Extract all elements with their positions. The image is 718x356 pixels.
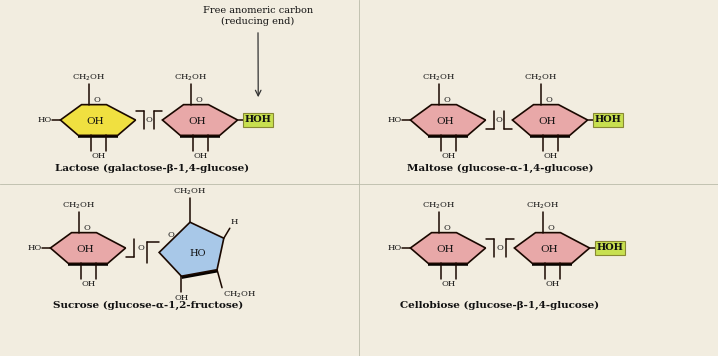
Polygon shape [411,105,485,135]
Text: O: O [495,116,503,124]
Text: O: O [444,224,450,232]
Polygon shape [159,222,224,276]
Text: OH: OH [538,117,556,126]
Text: Sucrose (glucose-α-1,2-fructose): Sucrose (glucose-α-1,2-fructose) [53,301,243,310]
Text: HO: HO [387,244,401,252]
Text: OH: OH [437,245,454,254]
Text: CH$_2$OH: CH$_2$OH [73,72,106,83]
Text: O: O [546,96,552,104]
Text: Maltose (glucose-α-1,4-glucose): Maltose (glucose-α-1,4-glucose) [407,164,593,173]
Text: CH$_2$OH: CH$_2$OH [173,187,207,198]
Text: Free anomeric carbon: Free anomeric carbon [203,6,313,15]
Text: Lactose (galactose-β-1,4-glucose): Lactose (galactose-β-1,4-glucose) [55,164,249,173]
Text: OH: OH [544,152,558,160]
Text: OH: OH [194,152,208,160]
Text: OH: OH [87,117,104,126]
Text: O: O [497,244,503,252]
Text: HOH: HOH [245,115,271,125]
Text: HO: HO [27,244,42,252]
Text: OH: OH [82,280,95,288]
Text: OH: OH [77,245,95,254]
Text: CH$_2$OH: CH$_2$OH [223,290,256,300]
Text: OH: OH [541,245,559,254]
Text: O: O [93,96,101,104]
Polygon shape [411,232,485,263]
Text: OH: OH [546,280,560,288]
Text: HO: HO [387,116,401,124]
Text: H: H [230,218,238,226]
FancyBboxPatch shape [593,113,623,127]
Text: OH: OH [189,117,207,126]
Text: CH$_2$OH: CH$_2$OH [526,200,560,211]
Text: O: O [83,224,90,232]
Polygon shape [513,105,587,135]
Polygon shape [514,232,589,263]
Text: CH$_2$OH: CH$_2$OH [524,72,558,83]
Text: (reducing end): (reducing end) [221,17,294,26]
Text: HO: HO [37,116,52,124]
Text: OH: OH [92,152,106,160]
Text: CH$_2$OH: CH$_2$OH [174,72,208,83]
Text: O: O [548,224,554,232]
Text: CH$_2$OH: CH$_2$OH [422,200,456,211]
Text: Cellobiose (glucose-β-1,4-glucose): Cellobiose (glucose-β-1,4-glucose) [401,301,600,310]
FancyBboxPatch shape [243,113,274,127]
FancyBboxPatch shape [595,241,625,255]
Text: HOH: HOH [595,115,622,125]
Text: CH$_2$OH: CH$_2$OH [422,72,456,83]
Text: HOH: HOH [597,244,624,252]
Polygon shape [50,232,126,263]
Text: O: O [444,96,450,104]
Text: O: O [167,231,174,239]
Text: O: O [195,96,202,104]
Polygon shape [162,105,238,135]
Text: CH$_2$OH: CH$_2$OH [62,200,95,211]
Text: O: O [146,116,152,124]
Text: HO: HO [190,248,206,257]
Text: OH: OH [442,280,456,288]
Text: OH: OH [174,294,189,302]
Polygon shape [60,105,136,135]
Text: OH: OH [442,152,456,160]
Text: OH: OH [437,117,454,126]
Text: O: O [137,244,144,252]
